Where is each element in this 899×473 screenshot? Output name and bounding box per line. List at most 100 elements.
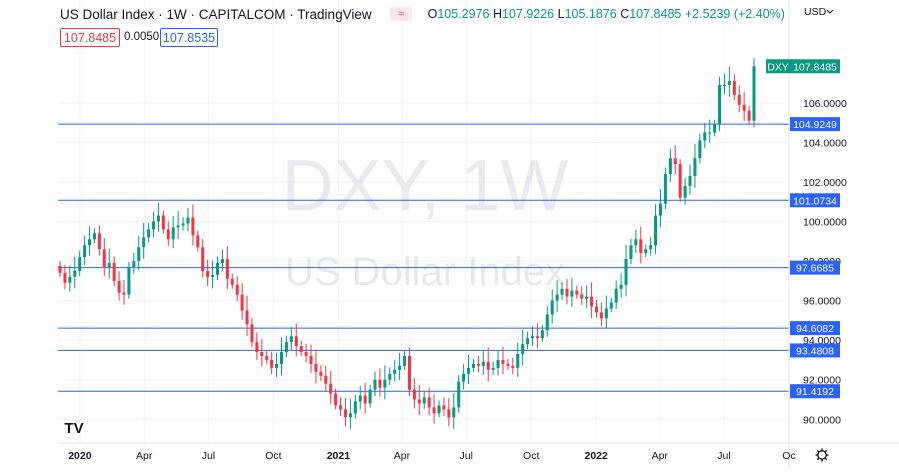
candle-body — [688, 176, 692, 186]
x-tick-label: Oct — [523, 450, 539, 462]
level-price-tag — [790, 321, 840, 336]
candle-body — [181, 223, 185, 226]
time-axis: 2020 Apr Jul Oct 2021 Apr Jul Oct 2022 Apr Jul Oc TV — [58, 420, 899, 462]
candle-body — [127, 266, 131, 295]
candle-body — [452, 407, 456, 418]
x-tick-label: Jul — [460, 450, 473, 462]
candle-body — [654, 215, 658, 246]
candle-body — [526, 338, 530, 345]
sell-price-button[interactable]: 107.8485 — [60, 28, 120, 47]
currency-label: USD — [804, 6, 827, 18]
candle-body — [284, 342, 288, 353]
candle-body — [83, 245, 87, 258]
candle-body — [334, 393, 338, 406]
candle-body — [649, 245, 653, 250]
candle-body — [658, 203, 663, 216]
x-tick-label: 2022 — [585, 450, 609, 462]
candle-body — [398, 365, 402, 370]
candle-body — [353, 401, 357, 414]
candle-body — [614, 288, 618, 303]
candle-body — [324, 375, 328, 384]
y-tick-label: 100.0000 — [803, 217, 847, 229]
candle-body — [471, 363, 475, 368]
candle-body — [97, 233, 101, 250]
buy-price-button[interactable]: 107.8535 — [160, 28, 218, 47]
watermark-name: US Dollar Index — [285, 250, 565, 294]
symbol-tag-label: DXY — [767, 61, 789, 73]
level-price-label: 101.0734 — [793, 195, 837, 207]
last-price-tag — [790, 59, 840, 74]
level-price-label: 94.6082 — [796, 323, 834, 335]
candle-body — [604, 308, 608, 319]
candle-body — [462, 373, 466, 382]
candle-body — [304, 352, 308, 356]
y-tick-label: 90.0000 — [803, 414, 841, 426]
chart-title: US Dollar Index · 1W · CAPITALCOM · Trad… — [60, 6, 372, 22]
candle-body — [491, 367, 495, 370]
watermark-symbol: DXY, 1W — [282, 146, 569, 226]
candle-body — [476, 363, 480, 366]
candle-body — [176, 225, 180, 228]
gear-icon-tooth — [816, 457, 820, 461]
candle-body — [122, 292, 126, 295]
candle-body — [516, 354, 520, 368]
candle-body — [245, 310, 249, 325]
candle-body — [422, 397, 426, 404]
candle-body — [437, 405, 441, 414]
level-price-label: 91.4192 — [796, 386, 834, 398]
candle-body — [496, 359, 500, 368]
candle-body — [68, 276, 72, 283]
eye-icon[interactable]: ≈ — [389, 7, 412, 21]
gear-icon-tooth — [824, 449, 828, 453]
candle-body — [117, 280, 121, 293]
change-value: +2.5239 (+2.40%) — [684, 7, 785, 21]
candle-body — [427, 397, 431, 408]
candle-body — [156, 215, 160, 222]
candle-body — [299, 346, 303, 353]
candle-body — [132, 261, 136, 267]
y-tick-label: 106.0000 — [803, 98, 847, 110]
gear-icon[interactable] — [815, 448, 829, 462]
candle-body — [693, 158, 697, 177]
candle-body — [240, 294, 244, 311]
candle-body — [363, 395, 367, 404]
candle-body — [713, 124, 717, 133]
candle-body — [565, 288, 569, 297]
candle-body — [678, 164, 682, 198]
last-price-label: 107.8485 — [793, 61, 837, 73]
candle-body — [171, 227, 175, 240]
candle-body — [560, 288, 564, 295]
candle-body — [250, 324, 254, 343]
candle-body — [275, 363, 279, 368]
high-value: 107.9226 — [501, 7, 555, 21]
x-tick-label: 2020 — [68, 450, 92, 462]
candle-body — [644, 249, 648, 254]
level-price-tag — [790, 193, 840, 208]
candle-body — [590, 296, 594, 307]
candle-body — [585, 296, 589, 299]
level-price-label: 97.6685 — [796, 263, 834, 275]
level-price-label: 104.9249 — [793, 119, 837, 131]
x-tick-label: Oct — [265, 450, 281, 462]
candle-body — [708, 132, 712, 134]
x-tick-label: Apr — [394, 450, 411, 462]
candle-body — [270, 359, 274, 368]
candle-body — [639, 239, 643, 254]
candle-body — [732, 81, 736, 95]
candle-body — [102, 249, 106, 267]
low-label: L — [557, 7, 565, 21]
candle-body — [373, 379, 377, 390]
level-price-tag — [790, 117, 840, 132]
candle-body — [314, 363, 318, 372]
candle-body — [683, 185, 687, 198]
candle-body — [348, 413, 352, 418]
candle-body — [211, 274, 215, 277]
symbol-tag — [766, 59, 790, 74]
candle-body — [417, 399, 421, 404]
tradingview-logo: TV — [64, 420, 83, 437]
candle-body — [466, 367, 471, 374]
candle-body — [457, 381, 461, 408]
candle-body — [737, 94, 741, 105]
